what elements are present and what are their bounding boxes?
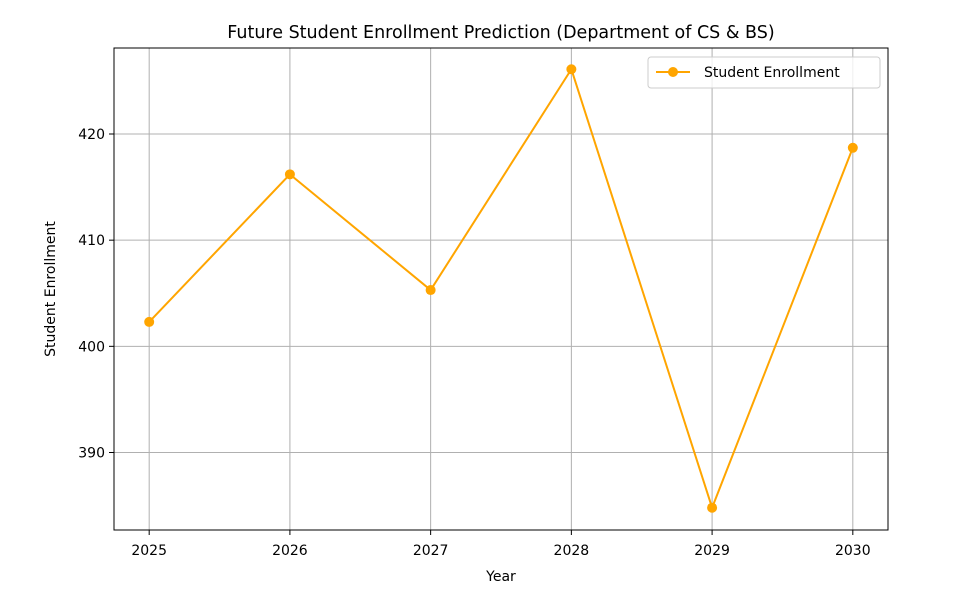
data-point [425, 285, 436, 296]
tick-labels: 2025 2026 2027 2028 2029 2030 390 400 410 420 [78, 127, 870, 559]
x-tick-label: 2030 [835, 543, 871, 559]
legend: Student Enrollment [647, 56, 881, 89]
x-axis-label: Year [485, 569, 516, 585]
y-axis-label: Student Enrollment [43, 221, 59, 357]
data-point [284, 169, 295, 180]
tick-marks [109, 133, 854, 535]
x-tick-label: 2025 [131, 543, 167, 559]
y-tick-label: 420 [78, 127, 105, 143]
data-point [707, 502, 718, 513]
y-tick-label: 400 [78, 339, 105, 355]
y-tick-label: 410 [78, 233, 105, 249]
x-tick-label: 2027 [413, 543, 449, 559]
chart-title: Future Student Enrollment Prediction (De… [227, 23, 774, 43]
grid-lines [114, 48, 888, 530]
y-tick-label: 390 [78, 445, 105, 461]
plot-frame [113, 47, 889, 531]
series-line [148, 68, 854, 509]
x-tick-label: 2028 [554, 543, 590, 559]
x-tick-label: 2026 [272, 543, 308, 559]
data-point [566, 64, 577, 75]
series-layer [144, 64, 858, 513]
legend-box [647, 56, 881, 89]
data-point [144, 316, 155, 327]
legend-label: Student Enrollment [704, 65, 840, 81]
legend-marker [668, 67, 678, 77]
x-tick-label: 2029 [694, 543, 730, 559]
data-point [847, 142, 858, 153]
